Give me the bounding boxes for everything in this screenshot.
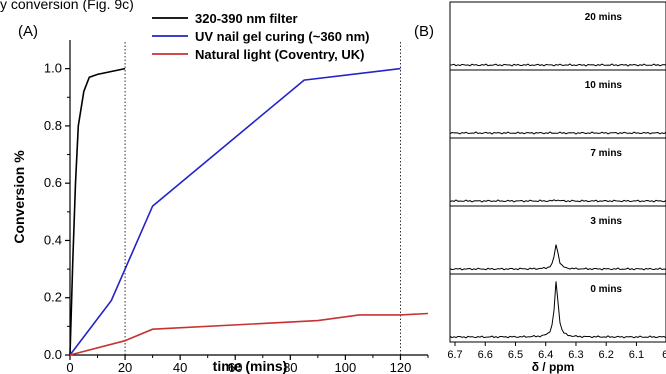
x-ticks: 0 20 40 60 80 100 120 xyxy=(66,355,429,374)
legend-label-filter: 320-390 nm filter xyxy=(195,11,298,26)
x-tick-label: 0 xyxy=(66,360,73,374)
ppm-tick-label: 6.4 xyxy=(538,349,553,361)
x-tick-label: 120 xyxy=(390,360,412,374)
x-tick-label: 80 xyxy=(283,360,297,374)
panel-b: (B) 20 mins 10 mins 7 mins 3 mins 0 mins 6.7… xyxy=(414,1,666,374)
legend-label-nail: UV nail gel curing (~360 nm) xyxy=(195,29,369,44)
y-tick-label: 0.4 xyxy=(44,232,62,247)
y-tick-label: 0.2 xyxy=(44,290,62,305)
y-tick-label: 0.6 xyxy=(44,175,62,190)
panel-a-label: (A) xyxy=(18,23,38,40)
reference-lines xyxy=(124,40,401,355)
x-tick-label: 20 xyxy=(118,360,132,374)
y-axis-label: Conversion % xyxy=(11,150,27,244)
spectra-dividers xyxy=(450,69,666,275)
y-tick-label: 1.0 xyxy=(44,61,62,76)
spectrum-trace xyxy=(449,281,666,339)
ppm-tick-label: 6.1 xyxy=(629,349,644,361)
ppm-tick-label: 6.6 xyxy=(478,349,493,361)
legend: 320-390 nm filter UV nail gel curing (~36… xyxy=(152,11,369,62)
series-line-nail xyxy=(69,67,401,356)
series-line-filter xyxy=(69,67,126,356)
panel-b-label: (B) xyxy=(414,23,434,40)
ppm-tick-label: 6. xyxy=(662,349,666,361)
panel-a: (A) 0.0 0.2 0.4 0.6 0.8 1.0 0 20 40 60 80 100 120 C… xyxy=(11,11,429,374)
y-ticks: 0.0 0.2 0.4 0.6 0.8 1.0 xyxy=(44,61,70,362)
series-line-natural xyxy=(69,312,429,356)
ppm-ticks: 6.7 6.6 6.5 6.4 6.3 6.2 6.1 6. xyxy=(447,342,666,361)
x-tick-label: 40 xyxy=(173,360,187,374)
caption-fragment: y conversion (Fig. 9c) xyxy=(0,0,134,12)
x-tick-label: 60 xyxy=(228,360,242,374)
spectrum-time-label: 10 mins xyxy=(585,80,623,91)
spectra-labels: 20 mins 10 mins 7 mins 3 mins 0 mins xyxy=(585,12,623,295)
x-axis-label: time (mins) xyxy=(213,358,288,374)
spectrum-time-label: 20 mins xyxy=(585,12,623,23)
x-tick-label: 100 xyxy=(335,360,357,374)
series-lines xyxy=(69,67,429,356)
ppm-tick-label: 6.2 xyxy=(599,349,614,361)
spectrum-trace xyxy=(449,199,666,203)
spectra-frame xyxy=(449,1,666,343)
ppm-tick-label: 6.5 xyxy=(508,349,523,361)
legend-label-natural: Natural light (Coventry, UK) xyxy=(195,47,365,62)
ppm-axis-label: δ / ppm xyxy=(532,360,575,374)
spectrum-trace xyxy=(449,244,666,271)
spectrum-time-label: 3 mins xyxy=(590,216,622,227)
spectrum-time-label: 7 mins xyxy=(590,148,622,159)
spectrum-trace xyxy=(449,131,666,135)
y-tick-label: 0.0 xyxy=(44,347,62,362)
y-tick-label: 0.8 xyxy=(44,118,62,133)
ppm-tick-label: 6.7 xyxy=(447,349,462,361)
spectrum-time-label: 0 mins xyxy=(590,284,622,295)
spectra-traces xyxy=(449,63,666,339)
spectrum-trace xyxy=(449,63,666,67)
ppm-tick-label: 6.3 xyxy=(568,349,583,361)
